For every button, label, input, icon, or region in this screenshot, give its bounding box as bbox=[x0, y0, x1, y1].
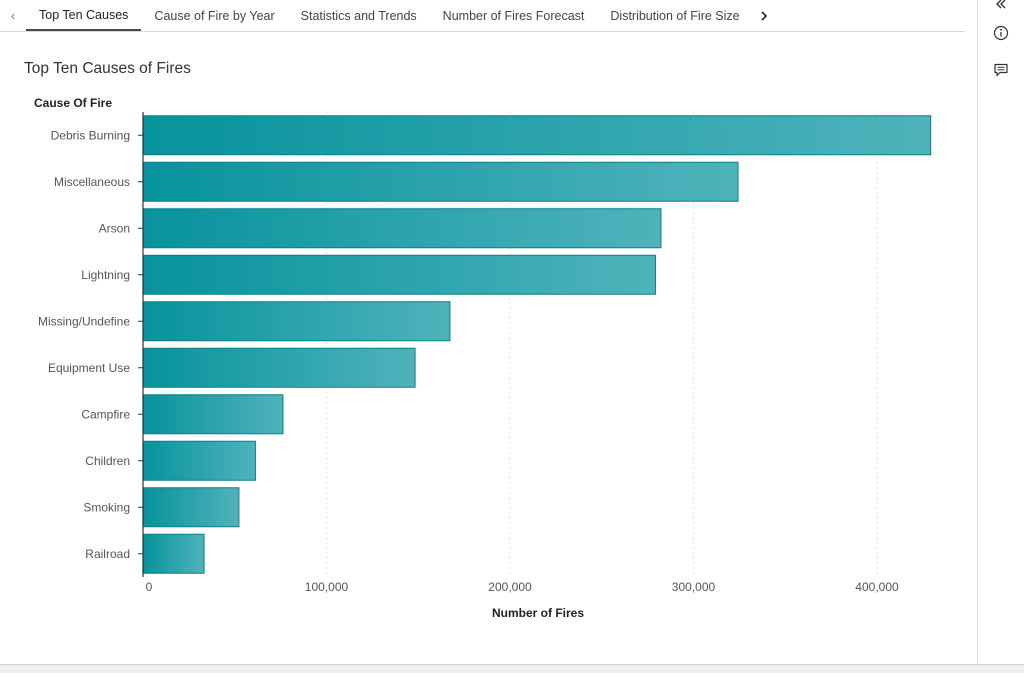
tab-top-ten-causes[interactable]: Top Ten Causes bbox=[26, 0, 142, 31]
x-tick-label: 100,000 bbox=[305, 580, 349, 594]
bar[interactable] bbox=[143, 208, 662, 249]
x-tick-label: 0 bbox=[146, 580, 153, 594]
chevron-left-icon: ‹ bbox=[10, 8, 16, 23]
tab-bar: ‹ Top Ten Causes Cause of Fire by Year S… bbox=[0, 0, 965, 32]
bar[interactable] bbox=[143, 533, 205, 574]
bar[interactable] bbox=[143, 254, 656, 295]
x-tick-label: 200,000 bbox=[488, 580, 532, 594]
category-label: Lightning bbox=[81, 268, 130, 282]
bar[interactable] bbox=[143, 440, 256, 481]
category-label: Campfire bbox=[81, 407, 130, 421]
bar[interactable] bbox=[143, 347, 416, 388]
bar-chart: Cause Of Fire 0 100,000 200,000 300,000 400,… bbox=[34, 96, 932, 620]
info-icon bbox=[993, 25, 1009, 41]
bar[interactable] bbox=[143, 161, 739, 202]
bottom-scrollbar[interactable] bbox=[0, 664, 1024, 673]
category-label: Missing/Undefine bbox=[38, 314, 130, 328]
tab-cause-of-fire-by-year[interactable]: Cause of Fire by Year bbox=[154, 8, 275, 23]
bar[interactable] bbox=[143, 487, 240, 528]
category-label: Miscellaneous bbox=[54, 175, 130, 189]
category-label: Equipment Use bbox=[48, 361, 130, 375]
x-tick-label: 300,000 bbox=[672, 580, 716, 594]
y-axis-title: Cause Of Fire bbox=[34, 96, 112, 110]
comment-button[interactable] bbox=[986, 58, 1016, 82]
category-label: Arson bbox=[99, 221, 130, 235]
chevron-right-icon bbox=[761, 10, 767, 21]
bar[interactable] bbox=[143, 301, 451, 342]
bar[interactable] bbox=[143, 394, 284, 435]
category-label: Smoking bbox=[83, 500, 130, 514]
tab-distribution-of-fire-size[interactable]: Distribution of Fire Size bbox=[610, 8, 740, 23]
category-label: Railroad bbox=[85, 547, 130, 561]
category-label: Children bbox=[85, 454, 130, 468]
chart-title: Top Ten Causes of Fires bbox=[24, 60, 191, 77]
comment-icon bbox=[994, 63, 1008, 77]
tab-number-of-fires-forecast[interactable]: Number of Fires Forecast bbox=[442, 8, 585, 23]
x-axis-title: Number of Fires bbox=[492, 606, 584, 620]
x-tick-label: 400,000 bbox=[855, 580, 899, 594]
category-label: Debris Burning bbox=[51, 128, 130, 142]
tabs-scroll-right[interactable] bbox=[753, 0, 775, 31]
tabs-scroll-left[interactable]: ‹ bbox=[0, 0, 26, 31]
tab-statistics-and-trends[interactable]: Statistics and Trends bbox=[300, 8, 417, 23]
double-chevron-left-icon bbox=[996, 0, 1006, 9]
bar[interactable] bbox=[143, 115, 932, 156]
info-button[interactable] bbox=[986, 21, 1016, 45]
side-panel bbox=[977, 0, 1024, 665]
collapse-panel-button[interactable] bbox=[986, 0, 1016, 16]
